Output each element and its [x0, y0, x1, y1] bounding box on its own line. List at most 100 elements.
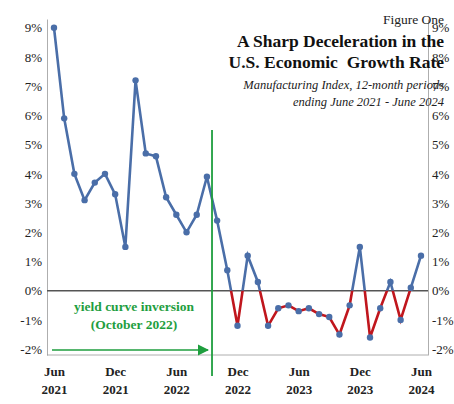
title-block: A Sharp Deceleration in theU.S. Economic… — [229, 12, 445, 109]
point — [346, 302, 352, 308]
tick: 3% — [428, 196, 450, 211]
tick: -1% — [20, 313, 47, 328]
point — [326, 314, 332, 320]
tick-label-line: 2024 — [409, 382, 436, 397]
tick-label: -1% — [20, 313, 42, 328]
point — [357, 244, 363, 250]
tick: 8% — [25, 50, 47, 65]
point — [143, 150, 149, 156]
tick-label: 5% — [432, 137, 450, 152]
tick-label: -2% — [20, 342, 42, 357]
point — [163, 194, 169, 200]
tick: -2% — [428, 342, 454, 357]
point — [112, 191, 118, 197]
axis-line — [47, 355, 428, 356]
tick-label: 3% — [25, 196, 43, 211]
tick: 5% — [25, 137, 47, 152]
point — [244, 252, 250, 258]
tick: Jun 2024 — [409, 355, 436, 397]
tick-label-line: 2021 — [103, 382, 129, 397]
x-axis: Jun2021Dec2021Jun2022Dec2022Jun2023Dec20… — [42, 355, 436, 397]
tick: Jun2021 — [42, 355, 68, 397]
tick-label: -1% — [432, 313, 454, 328]
title: U.S. Economic Growth Rate — [229, 52, 445, 72]
point — [102, 171, 108, 177]
point — [265, 323, 271, 329]
axis-line — [47, 20, 48, 356]
annotation: yield curve inversion(October 2022) — [52, 130, 212, 376]
y-axis-left: -2%-1%0%1%2%3%4%5%6%7%8%9% — [20, 20, 47, 357]
subtitle: Manufacturing Index, 12-month periods — [242, 78, 444, 92]
chart-svg: -2% -1% 0% 1% 2% 3% 4% 5% 6% 7% 8% 9% -2% -1% 0% 1% 2% 3%… — [0, 0, 454, 404]
tick-label-line: Jun — [411, 364, 433, 379]
tick: 1% — [428, 254, 450, 269]
title: A Sharp Deceleration in the — [237, 31, 444, 51]
subtitle: ending June 2021 - June 2024 — [293, 95, 444, 109]
tick-label: Dec 2022 — [225, 364, 251, 397]
series-line-negative — [54, 291, 421, 338]
tick-label: 1% — [25, 254, 43, 269]
tick-label: 0% — [25, 283, 43, 298]
point — [295, 308, 301, 314]
point — [255, 279, 261, 285]
tick-label: 3% — [432, 196, 450, 211]
point — [71, 171, 77, 177]
tick: 2% — [25, 225, 47, 240]
tick-label: Dec 2021 — [103, 364, 129, 397]
point — [336, 331, 342, 337]
tick-label: 2% — [432, 225, 450, 240]
tick-label: 6% — [432, 108, 450, 123]
tick-label-line: 2022 — [164, 382, 190, 397]
chart-container: -2% -1% 0% 1% 2% 3% 4% 5% 6% 7% 8% 9% -2% -1% 0% 1% 2% 3%… — [0, 0, 454, 404]
point — [377, 305, 383, 311]
point — [214, 217, 220, 223]
tick-label: -2% — [432, 342, 454, 357]
tick-label: 8% — [25, 50, 43, 65]
tick: 6% — [25, 108, 47, 123]
point — [408, 285, 414, 291]
point — [306, 305, 312, 311]
tick-label: 5% — [25, 137, 43, 152]
point — [122, 244, 128, 250]
tick: 6% — [428, 108, 450, 123]
tick-label-line: Jun — [166, 364, 188, 379]
tick: 1% — [25, 254, 47, 269]
tick: -2% — [20, 342, 47, 357]
tick: 0% — [428, 283, 450, 298]
tick: 4% — [428, 167, 450, 182]
annotation-line — [211, 130, 213, 376]
point — [418, 252, 424, 258]
point — [194, 212, 200, 218]
tick: 9% — [25, 20, 47, 35]
tick-label-line: 2023 — [347, 382, 374, 397]
tick-label-line: Dec — [350, 364, 371, 379]
point — [92, 179, 98, 185]
tick-label-line: Jun — [289, 364, 311, 379]
tick: 7% — [25, 79, 47, 94]
tick-label: 0% — [432, 283, 450, 298]
annotation-text: yield curve inversion — [74, 299, 194, 314]
tick-label: Jun 2022 — [164, 364, 190, 397]
tick: Jun2023 — [286, 355, 313, 397]
tick-label-line: 2021 — [42, 382, 68, 397]
point — [275, 305, 281, 311]
line-negative-part — [54, 291, 421, 338]
tick-label-line: 2022 — [225, 382, 251, 397]
tick-label: 7% — [25, 79, 43, 94]
zero-line — [47, 290, 428, 292]
point — [204, 174, 210, 180]
point — [234, 323, 240, 329]
tick-label: Jun2021 — [42, 364, 68, 397]
point — [367, 334, 373, 340]
tick-label-line: Dec — [105, 364, 126, 379]
tick: -1% — [428, 313, 454, 328]
point — [316, 311, 322, 317]
annotation-arrow — [52, 349, 208, 351]
tick: 5% — [428, 137, 450, 152]
tick: Jun 2022 — [164, 355, 190, 397]
tick: Dec 2021 — [103, 355, 129, 397]
point — [224, 267, 230, 273]
tick-label: Dec 2023 — [347, 364, 374, 397]
tick-label: 6% — [25, 108, 43, 123]
tick-label-line: Dec — [228, 364, 249, 379]
